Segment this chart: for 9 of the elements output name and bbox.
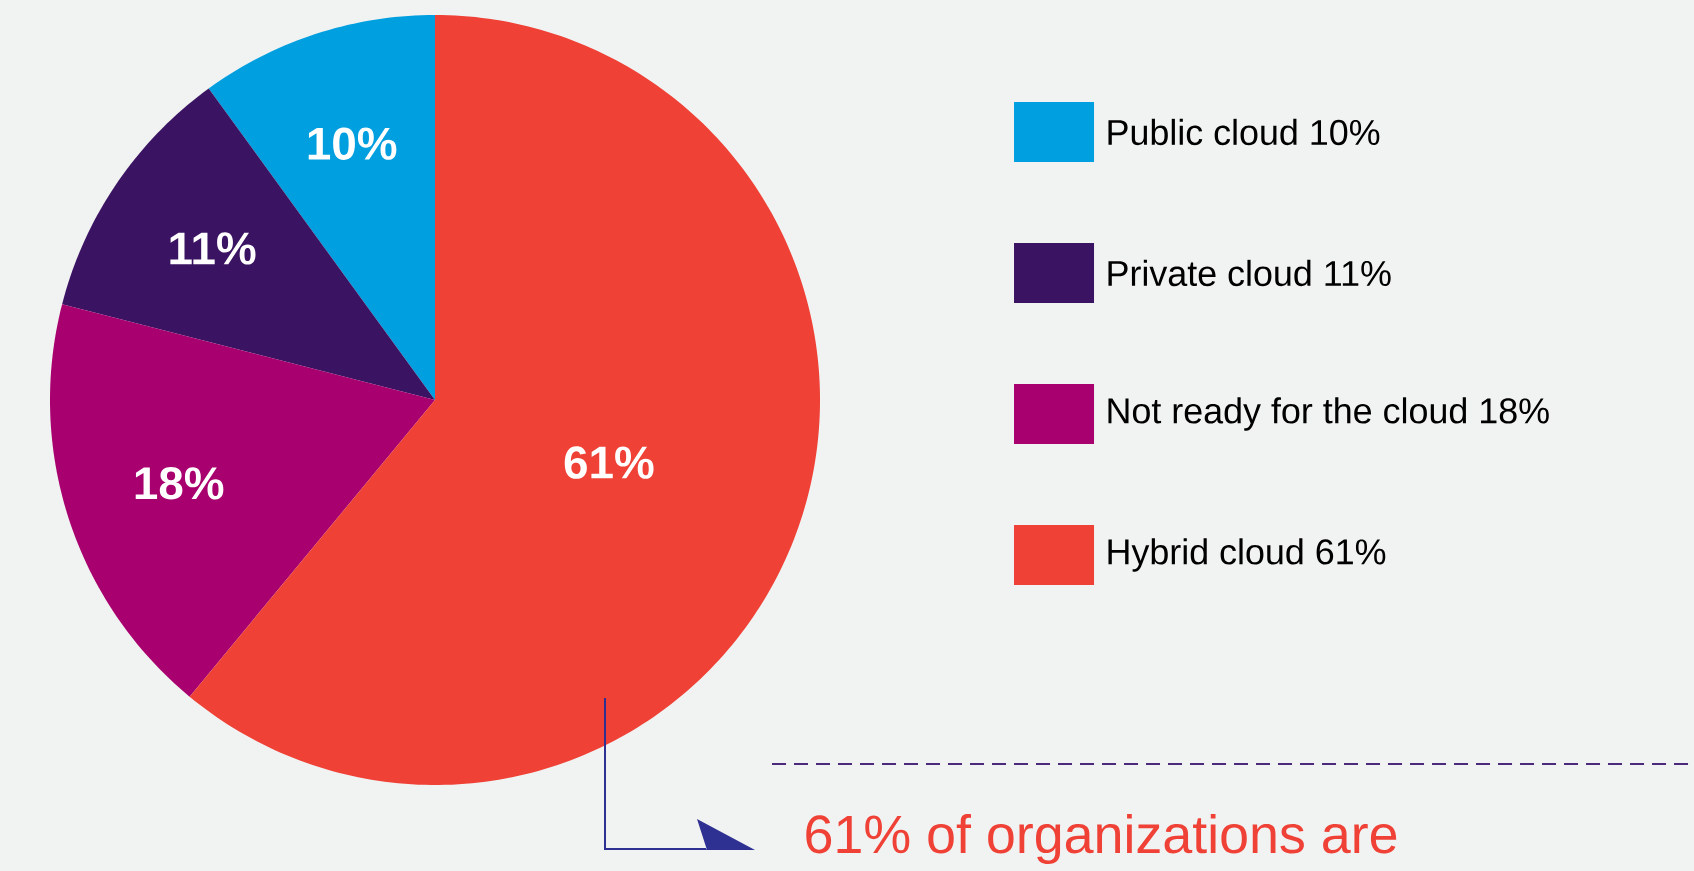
legend-label: Hybrid cloud 61% bbox=[1108, 538, 1386, 572]
legend-label: Public cloud 10% bbox=[1108, 118, 1380, 146]
data-label: 11% bbox=[170, 232, 256, 265]
data-label: 61% bbox=[564, 446, 654, 479]
data-label: 10% bbox=[308, 127, 397, 160]
legend-label: Not ready for the cloud 18% bbox=[1108, 397, 1549, 431]
legend-label: Private cloud 11% bbox=[1108, 259, 1391, 287]
text: 61% of organizations are bbox=[806, 813, 1397, 865]
data-label: 18% bbox=[135, 467, 224, 500]
